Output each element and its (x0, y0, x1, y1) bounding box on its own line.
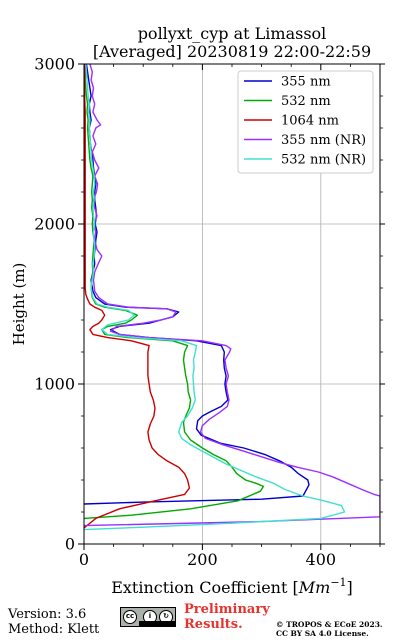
legend-label-3: 355 nm (NR) (281, 133, 366, 148)
extinction-profile-chart: pollyxt_cyp at Limassol [Averaged] 20230… (10, 24, 385, 597)
x-tick-label-2: 400 (306, 550, 337, 569)
chart-subtitle: [Averaged] 20230819 22:00-22:59 (93, 42, 371, 61)
x-tick-label-1: 200 (187, 550, 218, 569)
y-tick-label-3: 3000 (34, 55, 75, 74)
badge-strip (139, 621, 175, 626)
sa-icon: ↻ (159, 610, 173, 624)
x-axis-label-unit: Mm (298, 578, 331, 597)
preliminary-line-1: Preliminary (184, 602, 270, 617)
x-axis-label-bracket-open: [ (287, 578, 298, 597)
series-line-3 (84, 64, 380, 527)
x-axis-label: Extinction Coefficient [Mm−1] (111, 576, 353, 597)
version-label: Version: 3.6 (8, 607, 87, 622)
x-axis-label-text: Extinction Coefficient (111, 578, 288, 597)
y-axis-label: Height (m) (10, 263, 28, 346)
series-line-4 (84, 64, 346, 531)
axis-ticks: 0 200 400 0 1000 2000 3000 (34, 55, 385, 569)
cc-license-badge: cc i ↻ (120, 607, 176, 627)
x-axis-label-bracket-close: ] (347, 578, 353, 597)
chart-title: pollyxt_cyp at Limassol (138, 24, 327, 43)
y-tick-label-1: 1000 (34, 375, 75, 394)
y-tick-label-2: 2000 (34, 215, 75, 234)
license-line-1: © TROPOS & ECoE 2023. (276, 620, 383, 629)
series-line-1 (84, 64, 265, 520)
series-line-2 (84, 64, 191, 529)
legend-label-4: 532 nm (NR) (281, 153, 366, 168)
x-axis-label-unit-exp: −1 (330, 576, 346, 589)
data-series (84, 64, 380, 531)
preliminary-notice: Preliminary Results. (184, 602, 270, 632)
legend-label-0: 355 nm (281, 75, 331, 90)
cc-icon: cc (123, 610, 137, 624)
legend-label-2: 1064 nm (281, 114, 339, 129)
preliminary-line-2: Results. (184, 617, 243, 632)
method-label: Method: Klett (8, 622, 100, 637)
legend: 355 nm 532 nm 1064 nm 355 nm (NR) 532 nm (NR… (237, 70, 374, 174)
y-tick-label-0: 0 (65, 535, 75, 554)
legend-label-1: 532 nm (281, 94, 331, 109)
license-notice: © TROPOS & ECoE 2023. CC BY SA 4.0 Licen… (276, 620, 383, 638)
license-line-2: CC BY SA 4.0 License. (276, 629, 369, 638)
x-tick-label-0: 0 (79, 550, 89, 569)
legend-box (237, 70, 374, 174)
